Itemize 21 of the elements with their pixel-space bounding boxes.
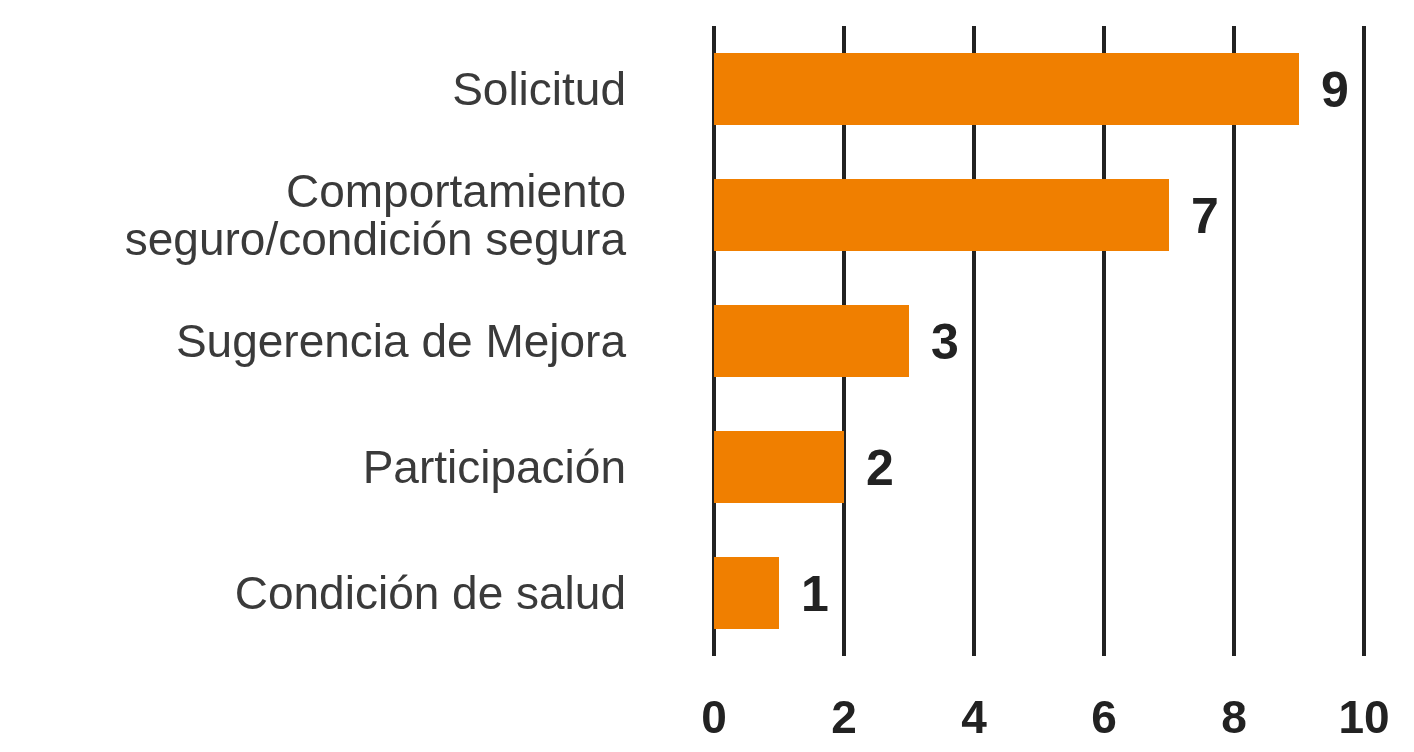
data-label: 1 (801, 565, 829, 622)
data-label: 2 (866, 439, 894, 496)
data-label: 9 (1321, 61, 1349, 118)
y-tick-label: Solicitud (452, 63, 626, 115)
bar (714, 179, 1169, 251)
x-tick-label: 4 (961, 690, 988, 743)
y-tick-label: Comportamiento seguro/condición segura (124, 165, 627, 265)
data-label: 7 (1191, 187, 1219, 244)
y-tick-label: Sugerencia de Mejora (175, 315, 627, 367)
x-tick-label: 10 (1338, 690, 1390, 743)
bar (714, 557, 779, 629)
x-tick-label: 6 (1091, 690, 1117, 743)
data-label: 3 (931, 313, 959, 370)
y-tick-label: Condición de salud (234, 567, 626, 619)
bar (714, 305, 909, 377)
bar (714, 431, 844, 503)
x-tick-label: 0 (701, 690, 727, 743)
bar (714, 53, 1299, 125)
x-tick-label: 2 (831, 690, 857, 743)
x-tick-label: 8 (1221, 690, 1247, 743)
y-tick-label: Participación (362, 441, 626, 493)
